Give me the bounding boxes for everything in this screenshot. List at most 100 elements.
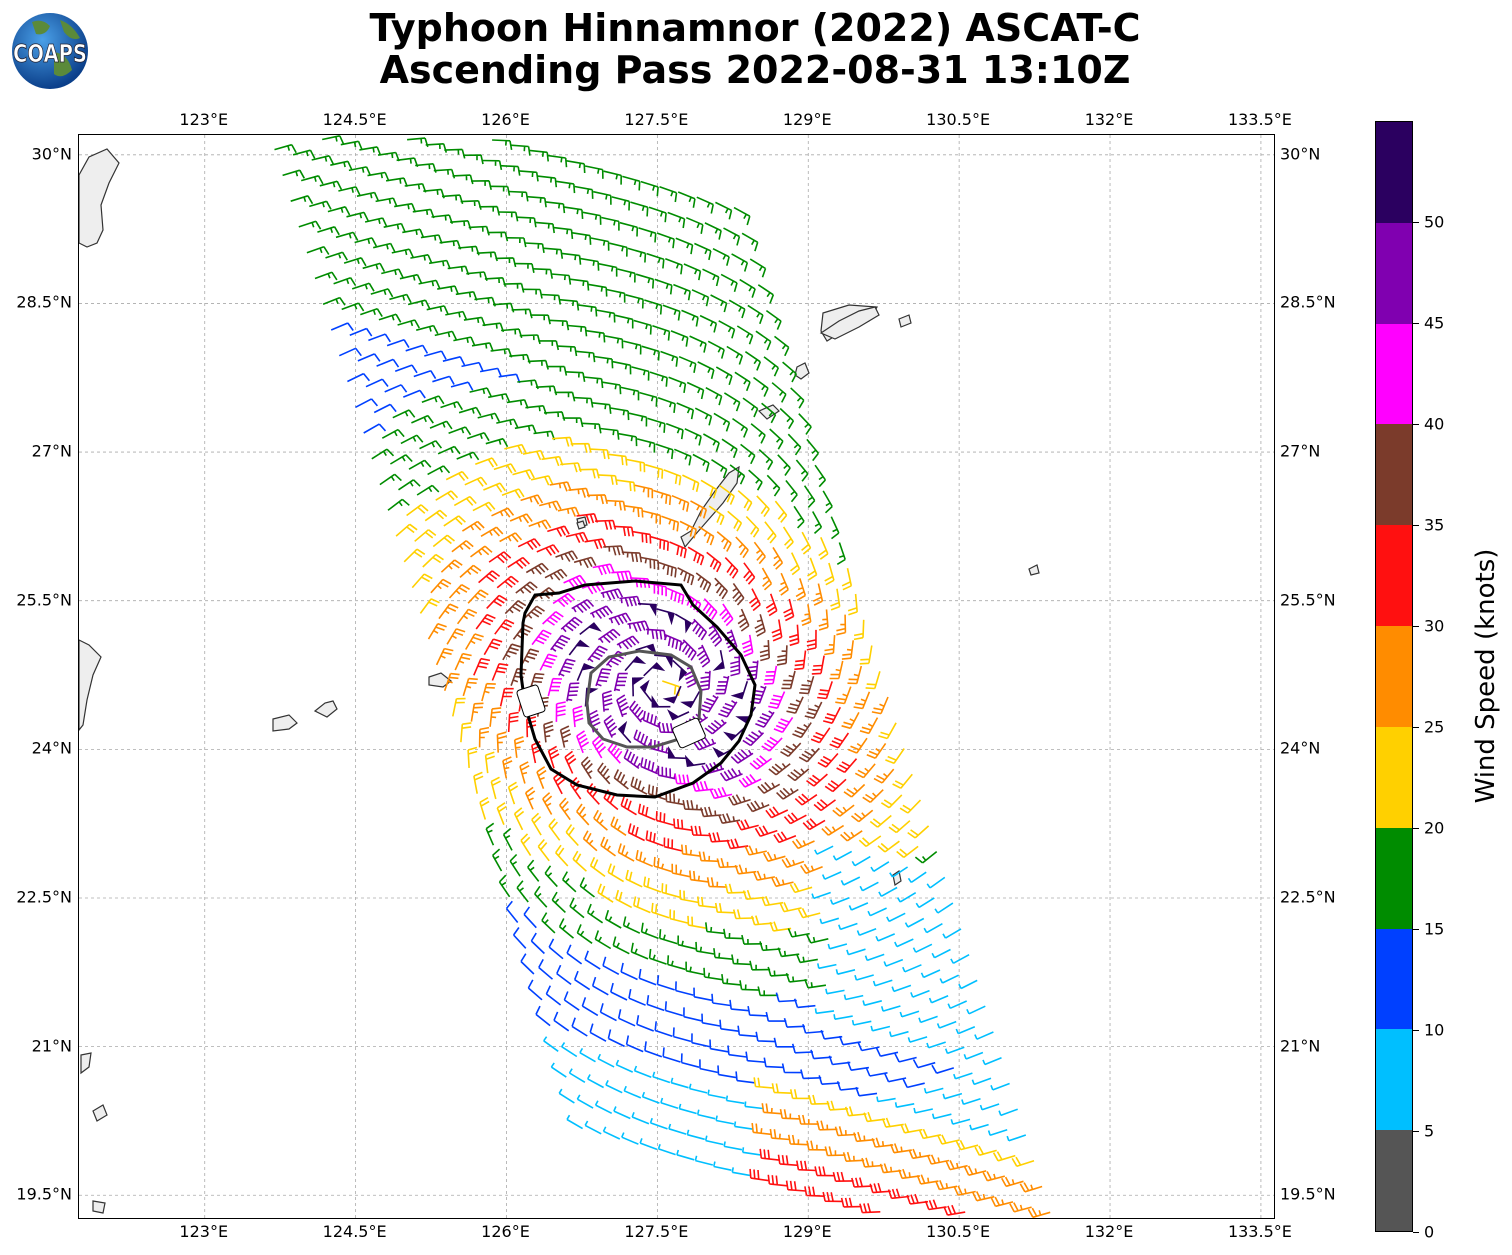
wind-barb	[797, 908, 821, 919]
wind-barb	[744, 1101, 763, 1110]
wind-barb	[617, 1009, 636, 1027]
wind-barb	[461, 520, 485, 532]
wind-barb	[659, 186, 678, 203]
wind-barb	[773, 716, 794, 734]
wind-barb	[771, 619, 783, 642]
wind-barb	[838, 922, 858, 931]
wind-barb	[414, 529, 437, 542]
wind-barb	[317, 226, 340, 236]
wind-barb	[508, 190, 529, 202]
wind-barb	[683, 263, 702, 281]
wind-barb	[403, 389, 426, 399]
wind-barb	[679, 889, 699, 904]
wind-barb	[661, 883, 680, 898]
wind-barb	[686, 381, 705, 400]
wind-barb	[373, 242, 396, 253]
wind-barb	[830, 588, 841, 611]
lat-tick-left-0: 30°N	[31, 144, 72, 164]
wind-barb	[732, 582, 745, 606]
wind-barb	[746, 800, 770, 813]
wind-barb	[712, 650, 725, 671]
wind-barb	[522, 449, 546, 461]
wind-barb	[571, 599, 595, 614]
wind-barb	[418, 279, 441, 290]
wind-barb	[563, 574, 587, 589]
wind-barb	[729, 999, 750, 1012]
wind-barb	[829, 896, 850, 905]
wind-barb	[516, 216, 537, 228]
wind-barb	[479, 205, 501, 216]
wind-barb	[633, 896, 651, 914]
wind-barb	[468, 225, 490, 236]
wind-barb	[394, 202, 417, 213]
wind-barb	[482, 322, 505, 333]
wind-barb	[558, 918, 575, 939]
wind-barb	[788, 624, 800, 647]
wind-barb	[912, 1059, 936, 1069]
wind-barb	[698, 525, 715, 546]
wind-barb	[583, 376, 604, 389]
wind-barb	[547, 525, 570, 537]
wind-barb	[829, 732, 850, 749]
wind-barb	[635, 849, 654, 868]
wind-barb	[900, 1123, 923, 1134]
map-panel: 34 50	[78, 134, 1275, 1219]
lon-tick-bottom-0: 123°E	[179, 1222, 229, 1241]
wind-barb	[654, 278, 673, 295]
wind-barb	[499, 532, 523, 543]
wind-barb	[300, 175, 324, 185]
wind-barb	[389, 454, 413, 465]
wind-barb	[475, 613, 496, 630]
wind-barb	[696, 1109, 716, 1120]
wind-barb	[639, 679, 653, 702]
wind-barb	[533, 430, 556, 441]
wind-barb	[469, 387, 492, 397]
wind-barb	[789, 882, 813, 894]
wind-barb	[752, 870, 776, 881]
wind-barb	[781, 670, 796, 690]
wind-barb	[539, 500, 562, 511]
wind-barb	[867, 907, 887, 917]
wind-barb	[814, 845, 834, 855]
wind-barb	[479, 797, 490, 820]
wind-barb	[721, 438, 738, 459]
wind-barb	[597, 883, 614, 903]
colorbar-tick-label-10: 50	[1424, 212, 1445, 232]
wind-barb	[545, 201, 566, 214]
wind-barb	[620, 962, 638, 981]
wind-barb	[693, 737, 717, 751]
wind-barb	[753, 541, 766, 565]
wind-barb	[931, 1064, 955, 1074]
wind-barb	[694, 407, 713, 426]
wind-barb	[668, 1123, 687, 1135]
wind-barb	[565, 531, 589, 543]
wind-barb	[653, 856, 672, 873]
wind-barb	[575, 350, 596, 363]
wind-barb	[480, 526, 504, 537]
wind-barb	[309, 200, 332, 210]
wind-barb	[530, 475, 554, 486]
wind-barb	[726, 838, 749, 850]
wind-barb	[453, 336, 476, 346]
wind-barb	[571, 1017, 588, 1037]
wind-barb	[793, 998, 816, 1009]
wind-barb	[588, 283, 608, 297]
wind-barb	[513, 807, 525, 831]
wind-barb	[425, 143, 448, 153]
wind-barb	[625, 294, 644, 309]
wind-barb	[840, 876, 861, 886]
wind-barb	[648, 948, 667, 965]
wind-barb	[775, 992, 797, 1003]
wind-barb	[593, 190, 612, 205]
wind-barb	[566, 944, 583, 965]
wind-barb	[509, 513, 533, 524]
wind-barb	[633, 1065, 652, 1079]
wind-barb	[501, 488, 525, 499]
wind-barb	[612, 936, 630, 955]
wind-barb	[675, 237, 694, 255]
wind-barb	[794, 650, 807, 671]
wind-barb	[870, 861, 890, 872]
wind-barb	[974, 1031, 994, 1040]
wind-barb	[785, 1180, 806, 1192]
wind-barb	[763, 1057, 784, 1069]
